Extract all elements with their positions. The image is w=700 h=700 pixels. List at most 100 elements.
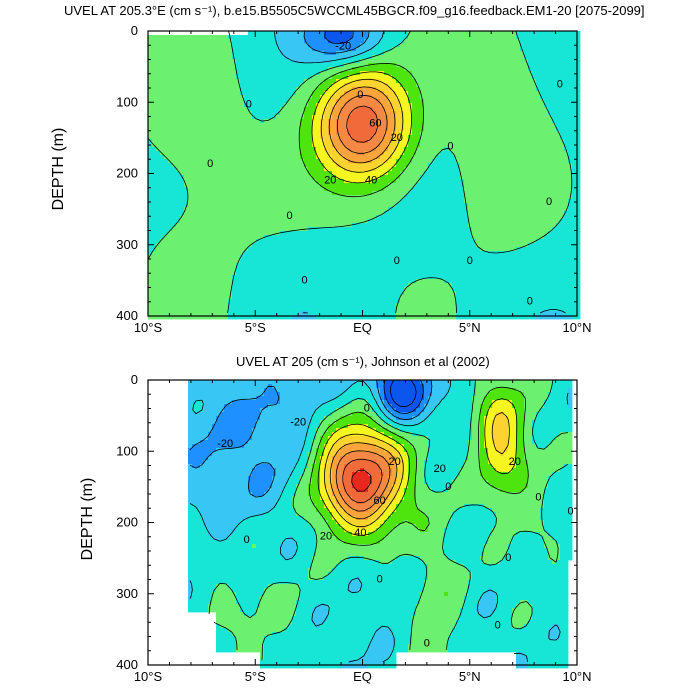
contour-cell	[312, 103, 317, 108]
contour-cell	[252, 227, 257, 232]
contour-cell	[244, 251, 249, 256]
contour-cell	[252, 303, 257, 308]
contour-cell	[172, 243, 177, 248]
contour-cell	[228, 255, 233, 260]
contour-cell	[288, 63, 293, 68]
contour-cell	[376, 215, 381, 220]
contour-cell	[344, 159, 349, 164]
contour-cell	[336, 135, 341, 140]
contour-cell	[216, 99, 221, 104]
contour-cell	[328, 255, 333, 260]
contour-cell	[284, 115, 289, 120]
contour-cell	[292, 67, 297, 72]
contour-cell	[388, 71, 393, 76]
contour-cell	[244, 195, 249, 200]
contour-cell	[304, 215, 309, 220]
contour-cell	[152, 275, 157, 280]
contour-cell	[336, 59, 341, 64]
contour-cell	[224, 239, 229, 244]
contour-cell	[148, 131, 153, 136]
contour-cell	[308, 187, 313, 192]
contour-cell	[320, 215, 325, 220]
contour-cell	[248, 67, 253, 72]
contour-cell	[256, 211, 261, 216]
contour-cell	[260, 187, 265, 192]
contour-cell	[160, 63, 165, 68]
contour-cell	[304, 183, 309, 188]
contour-cell	[376, 279, 381, 284]
contour-cell	[284, 43, 289, 48]
contour-cell	[196, 159, 201, 164]
contour-cell	[240, 211, 245, 216]
contour-cell	[308, 255, 313, 260]
contour-cell	[392, 47, 397, 52]
contour-cell	[356, 179, 361, 184]
contour-cell	[240, 231, 245, 236]
contour-cell	[264, 67, 269, 72]
contour-cell	[388, 35, 393, 40]
contour-cell	[332, 111, 337, 116]
contour-cell	[320, 275, 325, 280]
contour-cell	[156, 175, 161, 180]
contour-cell	[264, 83, 269, 88]
contour-cell	[388, 143, 393, 148]
contour-cell	[160, 35, 165, 40]
contour-cell	[228, 123, 233, 128]
contour-cell	[356, 159, 361, 164]
contour-cell	[296, 63, 301, 68]
contour-cell	[380, 311, 385, 316]
contour-cell	[424, 115, 429, 120]
contour-cell	[244, 187, 249, 192]
contour-cell	[148, 183, 153, 188]
contour-cell	[196, 123, 201, 128]
contour-cell	[252, 239, 257, 244]
contour-cell	[356, 211, 361, 216]
contour-cell	[296, 303, 301, 308]
contour-cell	[152, 283, 157, 288]
contour-cell	[288, 135, 293, 140]
contour-cell	[344, 311, 349, 316]
contour-cell	[312, 115, 317, 120]
contour-cell	[224, 75, 229, 80]
contour-cell	[424, 83, 429, 88]
contour-cell	[156, 131, 161, 136]
contour-cell	[152, 187, 157, 192]
contour-cell	[224, 87, 229, 92]
contour-cell	[360, 199, 365, 204]
contour-cell	[248, 55, 253, 60]
contour-cell	[252, 295, 257, 300]
contour-cell	[244, 127, 249, 132]
contour-cell	[300, 51, 305, 56]
contour-cell	[224, 59, 229, 64]
contour-cell	[328, 107, 333, 112]
contour-cell	[300, 47, 305, 52]
contour-cell	[240, 135, 245, 140]
contour-cell	[192, 303, 197, 308]
contour-cell	[320, 79, 325, 84]
contour-cell	[360, 43, 365, 48]
contour-cell	[184, 267, 189, 272]
contour-cell	[280, 47, 285, 52]
contour-cell	[364, 279, 369, 284]
contour-cell	[192, 215, 197, 220]
contour-cell	[352, 251, 357, 256]
contour-cell	[236, 307, 241, 312]
contour-cell	[248, 295, 253, 300]
contour-cell	[324, 163, 329, 168]
contour-cell	[356, 123, 361, 128]
contour-cell	[188, 307, 193, 312]
contour-cell	[392, 287, 397, 292]
contour-cell	[312, 75, 317, 80]
contour-cell	[288, 251, 293, 256]
contour-cell	[316, 35, 321, 40]
contour-cell	[264, 279, 269, 284]
contour-cell	[336, 35, 341, 40]
contour-cell	[412, 63, 417, 68]
contour-cell	[300, 307, 305, 312]
contour-cell	[228, 227, 233, 232]
contour-cell	[408, 287, 413, 292]
contour-cell	[208, 191, 213, 196]
contour-cell	[252, 123, 257, 128]
contour-cell	[256, 159, 261, 164]
contour-cell	[276, 299, 281, 304]
